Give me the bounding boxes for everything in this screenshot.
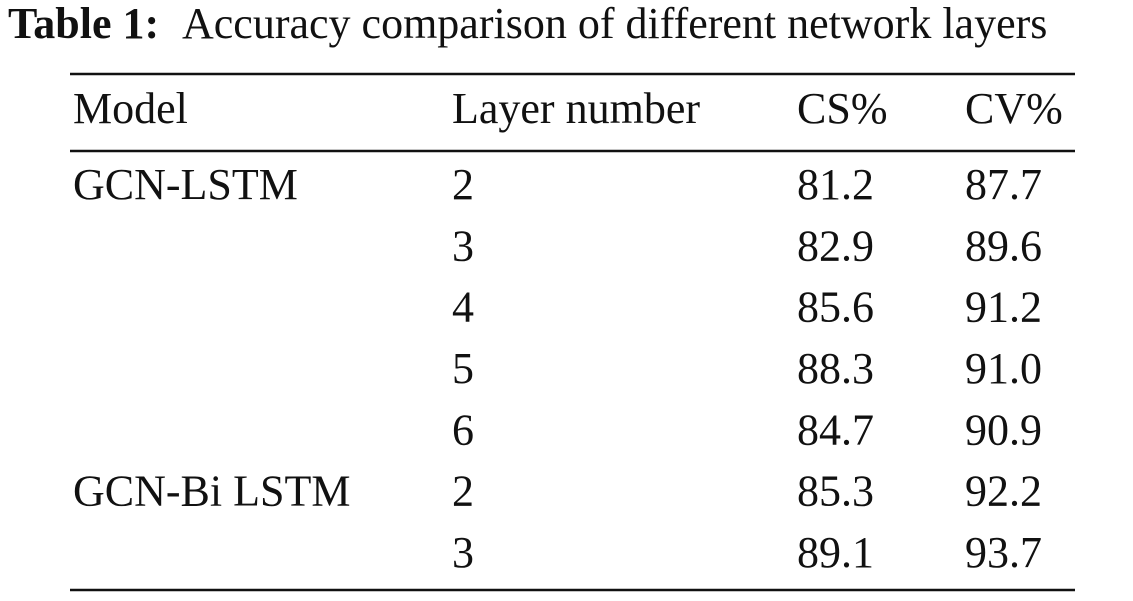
cell: 4 xyxy=(452,283,474,332)
model-cell: GCN-Bi LSTM xyxy=(73,467,350,516)
header-cell: CV% xyxy=(965,84,1063,133)
cell: 91.2 xyxy=(965,283,1042,332)
cell: 81.2 xyxy=(797,160,874,209)
cell: 91.0 xyxy=(965,344,1042,393)
cell: 93.7 xyxy=(965,528,1042,577)
cell: 89.6 xyxy=(965,221,1042,270)
cell: 85.6 xyxy=(797,283,874,332)
caption-label: Table 1: xyxy=(8,0,159,48)
cell: 82.9 xyxy=(797,221,874,270)
cell: 6 xyxy=(452,405,474,454)
cell: 85.3 xyxy=(797,467,874,516)
model-cell: GCN-LSTM xyxy=(73,160,298,209)
header-cell: CS% xyxy=(797,84,887,133)
cell: 84.7 xyxy=(797,405,874,454)
cell: 87.7 xyxy=(965,160,1042,209)
cell: 92.2 xyxy=(965,467,1042,516)
cell: 90.9 xyxy=(965,405,1042,454)
cell: 3 xyxy=(452,221,474,270)
header-cell: Model xyxy=(73,84,188,133)
cell: 88.3 xyxy=(797,344,874,393)
cell: 3 xyxy=(452,528,474,577)
header-cell: Layer number xyxy=(452,84,700,133)
cell: 89.1 xyxy=(797,528,874,577)
cell: 5 xyxy=(452,344,474,393)
cell: 2 xyxy=(452,160,474,209)
caption-text: Accuracy comparison of different network… xyxy=(182,0,1047,48)
cell: 2 xyxy=(452,467,474,516)
